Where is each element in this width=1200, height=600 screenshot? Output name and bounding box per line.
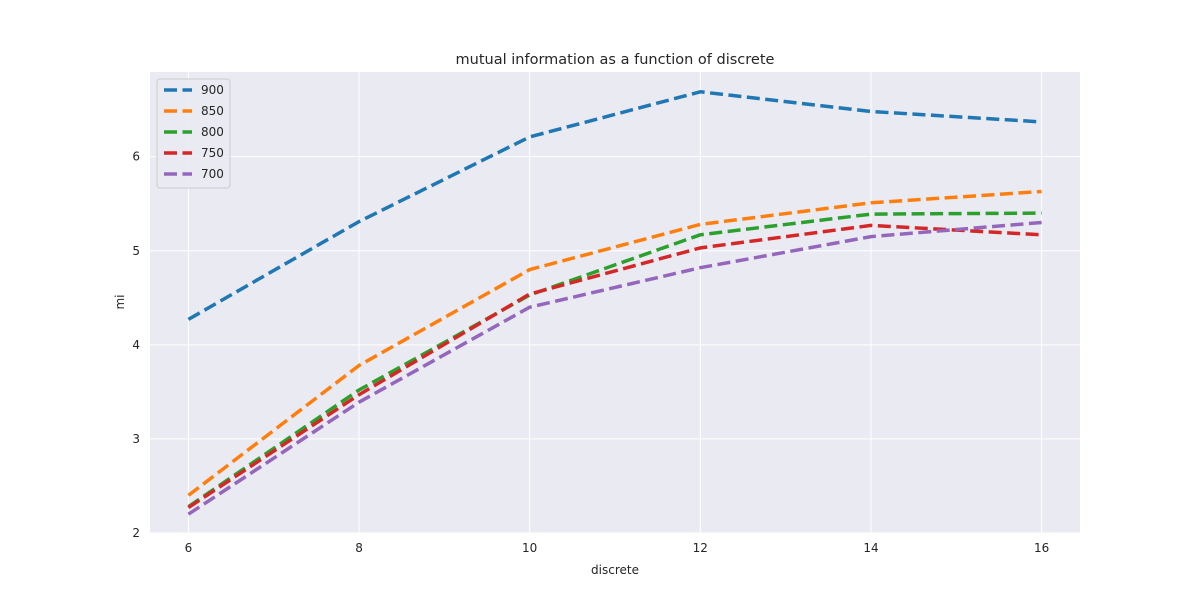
legend-label-750: 750 xyxy=(201,146,224,160)
series-line-900 xyxy=(187,90,1042,321)
x-axis-label: discrete xyxy=(591,563,639,577)
legend-label-800: 800 xyxy=(201,125,224,139)
y-axis-ticks: 2 3 4 5 6 xyxy=(132,150,140,540)
x-tick-label: 12 xyxy=(693,541,708,555)
legend: 900 850 800 750 700 xyxy=(156,78,231,189)
y-tick-label: 3 xyxy=(132,432,140,446)
y-tick-label: 4 xyxy=(132,338,140,352)
series-line-850 xyxy=(187,189,1042,497)
x-tick-label: 8 xyxy=(355,541,363,555)
series-line-800 xyxy=(187,211,1042,509)
x-tick-label: 14 xyxy=(863,541,878,555)
legend-label-900: 900 xyxy=(201,83,224,97)
series-line-750 xyxy=(187,223,1042,510)
y-axis-label: mi xyxy=(113,294,127,309)
legend-label-850: 850 xyxy=(201,104,224,118)
series-layer xyxy=(187,90,1042,516)
series-line-700 xyxy=(187,220,1042,516)
x-tick-label: 6 xyxy=(185,541,193,555)
grid xyxy=(150,72,1080,534)
legend-label-700: 700 xyxy=(201,167,224,181)
chart-title: mutual information as a function of disc… xyxy=(456,52,775,68)
x-tick-label: 16 xyxy=(1034,541,1049,555)
legend-box xyxy=(156,78,231,189)
y-tick-label: 5 xyxy=(132,244,140,258)
x-tick-label: 10 xyxy=(522,541,537,555)
y-tick-label: 6 xyxy=(132,150,140,164)
x-axis-ticks: 6 8 10 12 14 16 xyxy=(185,541,1050,555)
y-tick-label: 2 xyxy=(132,526,140,540)
plot-area xyxy=(150,72,1080,533)
